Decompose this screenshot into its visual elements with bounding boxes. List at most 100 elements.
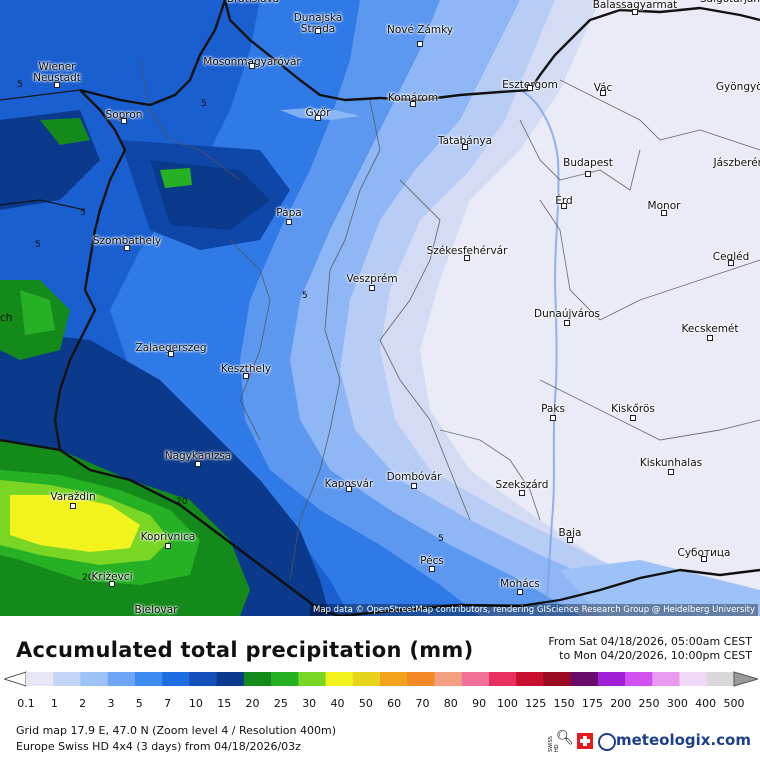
city-label: Wiener Neustadt xyxy=(33,61,81,84)
city-marker xyxy=(630,415,636,421)
scale-tick-label: 0.1 xyxy=(17,697,35,710)
scale-swatch xyxy=(271,672,299,686)
scale-swatch xyxy=(298,672,327,686)
period-to: to Mon 04/20/2026, 10:00pm CEST xyxy=(559,649,752,662)
city-label: Salgótarján xyxy=(700,0,760,5)
contour-label: 5 xyxy=(35,240,41,250)
scale-tick-label: 5 xyxy=(135,697,143,710)
scale-tick-label: 50 xyxy=(358,697,373,710)
city-label: Komárom xyxy=(387,92,439,104)
city-marker xyxy=(70,503,76,509)
city-marker xyxy=(124,245,130,251)
scale-swatch xyxy=(488,672,517,686)
city-marker xyxy=(165,543,171,549)
scale-swatch xyxy=(570,672,599,686)
scale-tick-label: 500 xyxy=(723,697,745,710)
city-marker xyxy=(410,101,416,107)
scale-swatch xyxy=(243,672,272,686)
city-label: Pécs xyxy=(420,555,444,567)
city-marker xyxy=(54,82,60,88)
city-label: Monor xyxy=(647,200,681,212)
city-label: Dombóvár xyxy=(386,471,442,483)
city-marker xyxy=(411,483,417,489)
contour-label: 5 xyxy=(201,99,207,109)
footer-grid-info: Grid map 17.9 E, 47.0 N (Zoom level 4 / … xyxy=(16,724,336,737)
map-attribution[interactable]: Map data © OpenStreetMap contributors, r… xyxy=(310,604,758,616)
city-marker xyxy=(668,469,674,475)
scale-tick-label: 20 xyxy=(245,697,260,710)
city-label: Kecskemét xyxy=(681,323,739,335)
scale-swatch xyxy=(325,672,354,686)
scale-swatch xyxy=(516,672,544,686)
city-marker xyxy=(346,486,352,492)
city-marker xyxy=(550,415,556,421)
city-marker xyxy=(249,63,255,69)
scale-tick-label: 25 xyxy=(273,697,288,710)
brand-logo[interactable]: SWISS HD 🔍︎ meteologix.com xyxy=(548,730,758,752)
scale-swatch xyxy=(134,672,163,686)
city-label: Bratislava xyxy=(227,0,279,5)
city-marker xyxy=(701,556,707,562)
city-marker xyxy=(369,285,375,291)
scale-tick-label: 80 xyxy=(443,697,458,710)
period-from: From Sat 04/18/2026, 05:00am CEST xyxy=(548,635,752,648)
scale-tick-label: 40 xyxy=(330,697,345,710)
city-marker xyxy=(728,260,734,266)
scale-swatch xyxy=(652,672,681,686)
scale-swatch xyxy=(543,672,572,686)
scale-swatch xyxy=(216,672,245,686)
scale-swatch xyxy=(407,672,435,686)
scale-tick-label: 1 xyxy=(50,697,58,710)
scale-swatch xyxy=(189,672,218,686)
scale-tick-label: 60 xyxy=(387,697,402,710)
city-label: Nagykanizsa xyxy=(164,450,232,462)
contour-label: 20 xyxy=(176,497,188,507)
city-marker xyxy=(707,335,713,341)
scale-tick-label: 30 xyxy=(302,697,317,710)
city-marker xyxy=(561,203,567,209)
city-marker xyxy=(632,9,638,15)
scale-tick-label: 7 xyxy=(164,697,172,710)
city-label: Érd xyxy=(555,195,573,207)
scale-tick-label: 15 xyxy=(217,697,232,710)
scale-swatch xyxy=(107,672,136,686)
scale-tick-label: 125 xyxy=(525,697,547,710)
scale-tick-label: 3 xyxy=(107,697,115,710)
city-label: Tatabánya xyxy=(437,135,493,147)
city-label: Mohács xyxy=(500,578,540,590)
scale-tick-label: 175 xyxy=(581,697,603,710)
city-marker xyxy=(567,537,573,543)
city-marker xyxy=(527,85,533,91)
scale-tick-label: 300 xyxy=(666,697,688,710)
contour-label: 20 xyxy=(82,573,94,583)
city-marker xyxy=(519,490,525,496)
contour-label: 5 xyxy=(302,291,308,301)
city-label: Nové Zámky xyxy=(386,24,454,36)
city-label: Kiskunhalas xyxy=(639,457,703,469)
meteologix-icon xyxy=(598,733,616,751)
city-label: Cegléd xyxy=(712,251,750,263)
city-marker xyxy=(417,41,423,47)
city-label: Budapest xyxy=(563,157,613,169)
city-label: Zalaegerszeg xyxy=(135,342,207,354)
magnifier-icon: 🔍︎ xyxy=(556,730,574,746)
contour-label: 5 xyxy=(17,80,23,90)
scale-tick-label: 70 xyxy=(415,697,430,710)
city-label: Bielovar xyxy=(134,604,178,616)
scale-tick-label: 250 xyxy=(638,697,660,710)
scale-tick-label: 10 xyxy=(188,697,203,710)
city-marker xyxy=(168,351,174,357)
city-label: Kaposvár xyxy=(324,478,374,490)
legend-title: Accumulated total precipitation (mm) xyxy=(16,638,474,662)
city-label: Szombathely xyxy=(92,235,162,247)
city-marker xyxy=(315,28,321,34)
city-marker xyxy=(564,320,570,326)
city-label: Gyöngyös xyxy=(715,81,760,93)
precipitation-map[interactable] xyxy=(0,0,760,616)
scale-swatch xyxy=(162,672,190,686)
scale-tick-label: 2 xyxy=(79,697,87,710)
scale-swatch xyxy=(461,672,490,686)
scale-swatch xyxy=(26,672,54,686)
scale-swatch xyxy=(352,672,381,686)
city-label: Pápa xyxy=(276,207,302,219)
